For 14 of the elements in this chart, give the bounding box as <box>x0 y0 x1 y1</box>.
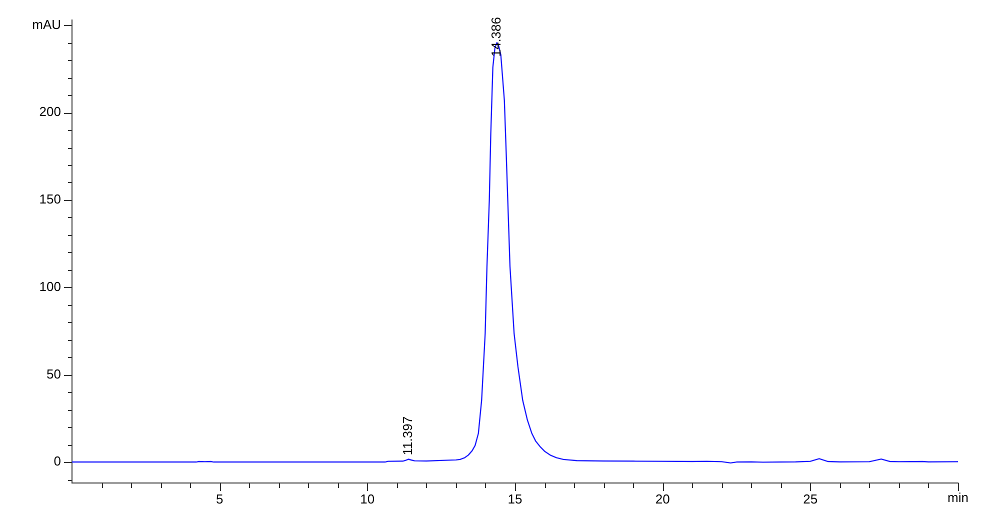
annotation: 11.397 <box>400 416 416 456</box>
y-tick-label: 0 <box>54 454 61 469</box>
x-tick-label: 15 <box>508 491 522 506</box>
y-tick-label: 200 <box>39 104 61 120</box>
y-axis-title: mAU <box>32 16 61 32</box>
y-tick-label: 150 <box>39 192 61 207</box>
x-tick-label: 20 <box>655 491 670 506</box>
x-tick-label: 5 <box>216 491 224 506</box>
annotation: 14.386 <box>488 16 504 57</box>
x-axis-title: min <box>948 490 968 506</box>
x-tick-label: 10 <box>360 491 375 506</box>
x-tick-label: 25 <box>803 491 818 506</box>
y-tick-label: 100 <box>39 278 61 294</box>
y-tick-label: 50 <box>46 366 61 382</box>
